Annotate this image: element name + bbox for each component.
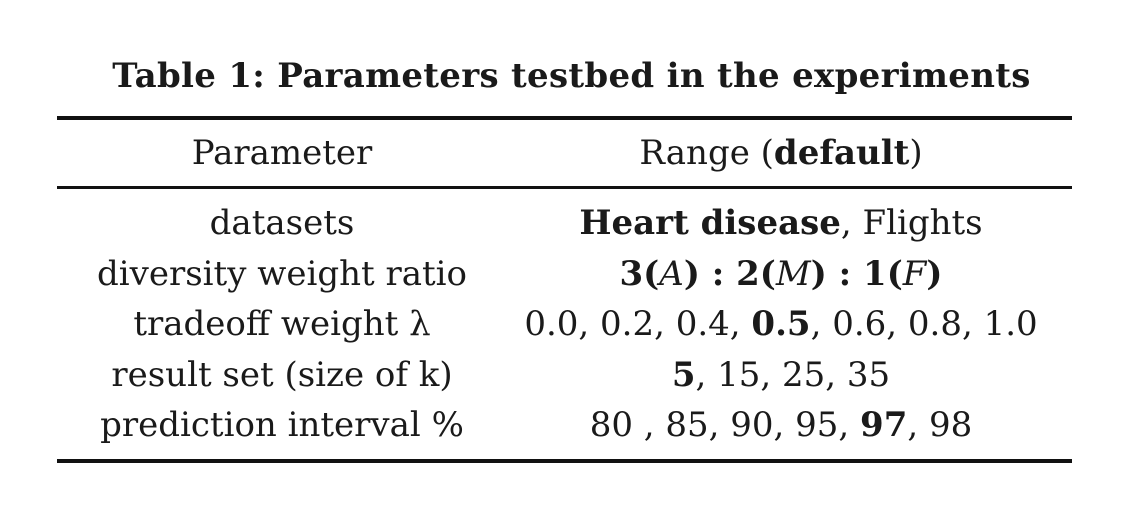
top-rule	[57, 116, 1072, 120]
range-segment: 0.0, 0.2, 0.4,	[524, 304, 752, 344]
parameter-cell: datasets	[209, 203, 355, 243]
range-segment: 80 , 85, 90, 95,	[589, 405, 861, 445]
header-range-prefix: Range (	[639, 133, 774, 173]
range-segment: , Flights	[840, 203, 983, 243]
range-segment: , 98	[907, 405, 973, 445]
range-cell: 0.0, 0.2, 0.4, 0.5, 0.6, 0.8, 1.0	[490, 304, 1072, 344]
parameter-cell: prediction interval %	[100, 405, 464, 445]
parameter-cell: diversity weight ratio	[97, 254, 467, 294]
range-segment: ) : 2(	[683, 254, 776, 294]
bottom-rule	[57, 459, 1072, 463]
header-range: Range (default)	[490, 133, 1072, 173]
range-segment: F	[902, 254, 927, 294]
range-segment: M	[775, 254, 811, 294]
header-range-suffix: )	[909, 133, 923, 173]
range-cell: 5, 15, 25, 35	[490, 355, 1072, 395]
header-range-default: default	[773, 133, 910, 173]
range-segment: , 15, 25, 35	[695, 355, 891, 395]
range-segment: )	[926, 254, 943, 294]
header-rule	[57, 186, 1072, 189]
range-cell: 3(A) : 2(M) : 1(F)	[490, 254, 1072, 294]
range-segment: 5	[671, 355, 696, 395]
parameter-cell: tradeoff weight λ	[133, 304, 431, 344]
table-caption: Table 1: Parameters testbed in the exper…	[112, 56, 1031, 96]
range-segment: A	[659, 254, 684, 294]
range-segment: 3(	[619, 254, 660, 294]
range-segment: ) : 1(	[810, 254, 903, 294]
range-cell: Heart disease, Flights	[490, 203, 1072, 243]
range-cell: 80 , 85, 90, 95, 97, 98	[490, 405, 1072, 445]
range-segment: Heart disease	[579, 203, 841, 243]
range-segment: , 0.6, 0.8, 1.0	[810, 304, 1038, 344]
parameter-cell: result set (size of k)	[111, 355, 453, 395]
header-parameter: Parameter	[191, 133, 373, 173]
range-segment: 0.5	[751, 304, 811, 344]
range-segment: 97	[860, 405, 908, 445]
